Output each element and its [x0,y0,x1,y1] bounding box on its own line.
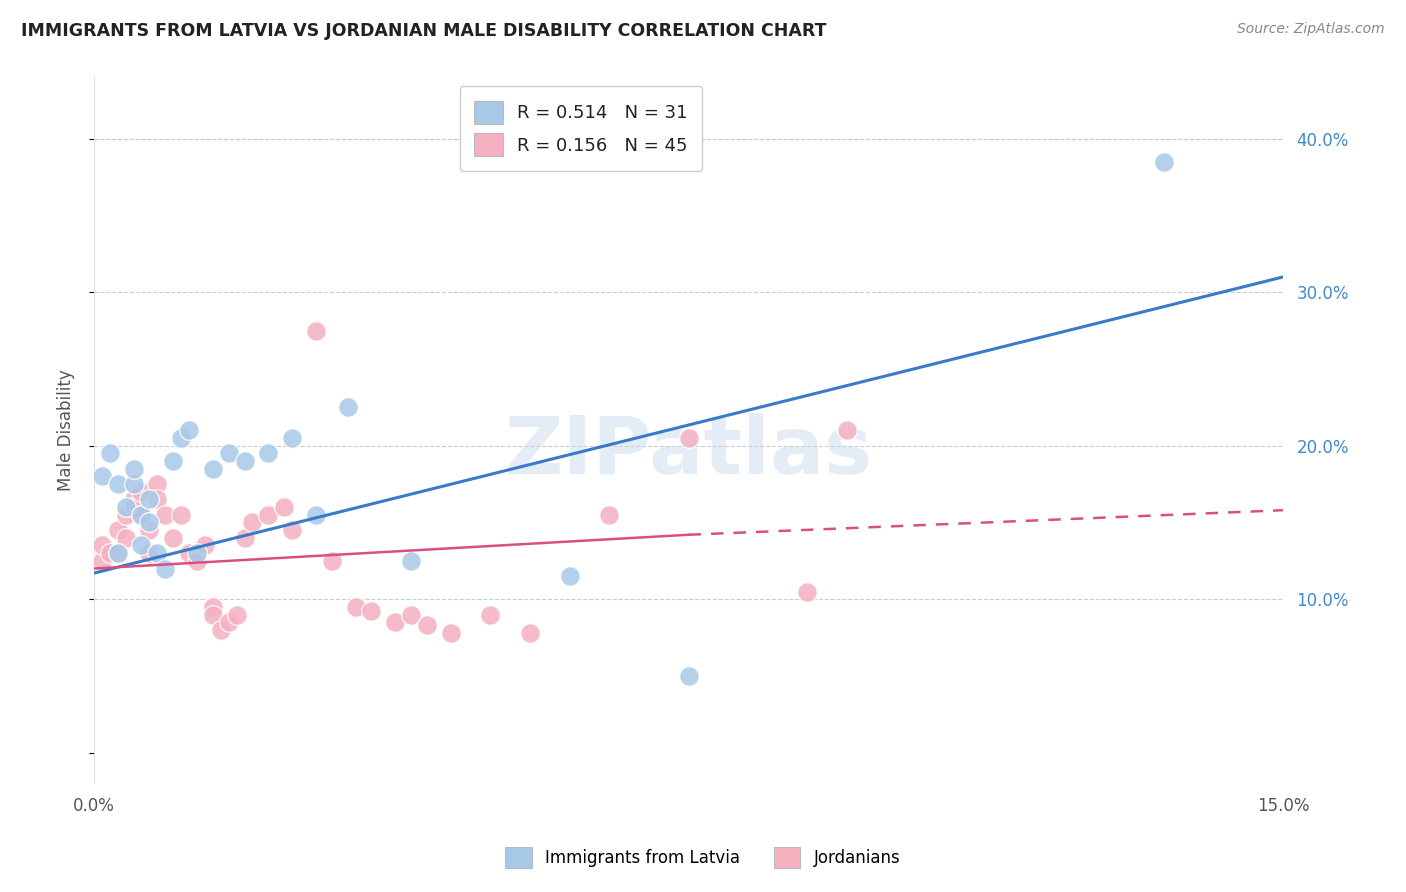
Y-axis label: Male Disability: Male Disability [58,369,75,491]
Legend: Immigrants from Latvia, Jordanians: Immigrants from Latvia, Jordanians [499,840,907,875]
Point [138,516,160,530]
Point [131,539,153,553]
Point [336,401,359,415]
Point [281,431,304,445]
Point [678,669,700,683]
Point [194,539,217,553]
Point [321,554,343,568]
Point [90,469,112,483]
Point [384,615,406,630]
Point [177,424,200,438]
Point [177,546,200,560]
Point [131,484,153,499]
Point [170,508,193,522]
Point [519,626,541,640]
Point [218,615,240,630]
Point [114,508,136,522]
Point [98,546,121,560]
Point [440,626,463,640]
Point [162,531,184,545]
Point [170,431,193,445]
Point [90,539,112,553]
Point [344,599,367,614]
Legend: R = 0.514   N = 31, R = 0.156   N = 45: R = 0.514 N = 31, R = 0.156 N = 45 [460,87,703,170]
Point [146,546,169,560]
Point [107,523,129,537]
Point [835,424,858,438]
Point [209,623,232,637]
Point [138,492,160,507]
Point [131,508,153,522]
Point [257,508,280,522]
Point [479,607,502,622]
Point [107,546,129,560]
Point [122,477,145,491]
Point [257,446,280,460]
Point [114,500,136,515]
Point [107,477,129,491]
Point [416,618,439,632]
Point [399,554,422,568]
Point [155,508,177,522]
Point [598,508,620,522]
Point [122,500,145,515]
Text: Source: ZipAtlas.com: Source: ZipAtlas.com [1237,22,1385,37]
Point [399,607,422,622]
Point [146,477,169,491]
Point [1153,154,1175,169]
Text: IMMIGRANTS FROM LATVIA VS JORDANIAN MALE DISABILITY CORRELATION CHART: IMMIGRANTS FROM LATVIA VS JORDANIAN MALE… [21,22,827,40]
Point [114,531,136,545]
Point [796,584,818,599]
Point [305,324,328,338]
Point [558,569,581,583]
Point [155,561,177,575]
Point [360,605,382,619]
Point [122,492,145,507]
Point [201,607,224,622]
Point [233,454,256,468]
Point [98,446,121,460]
Point [146,492,169,507]
Point [225,607,247,622]
Point [273,500,295,515]
Point [122,462,145,476]
Point [281,523,304,537]
Point [131,508,153,522]
Point [218,446,240,460]
Point [186,554,208,568]
Point [678,431,700,445]
Point [305,508,328,522]
Point [107,546,129,560]
Point [242,516,264,530]
Point [90,554,112,568]
Point [233,531,256,545]
Point [201,462,224,476]
Text: ZIPatlas: ZIPatlas [505,413,873,491]
Point [138,523,160,537]
Point [138,546,160,560]
Point [162,454,184,468]
Point [186,546,208,560]
Point [201,599,224,614]
